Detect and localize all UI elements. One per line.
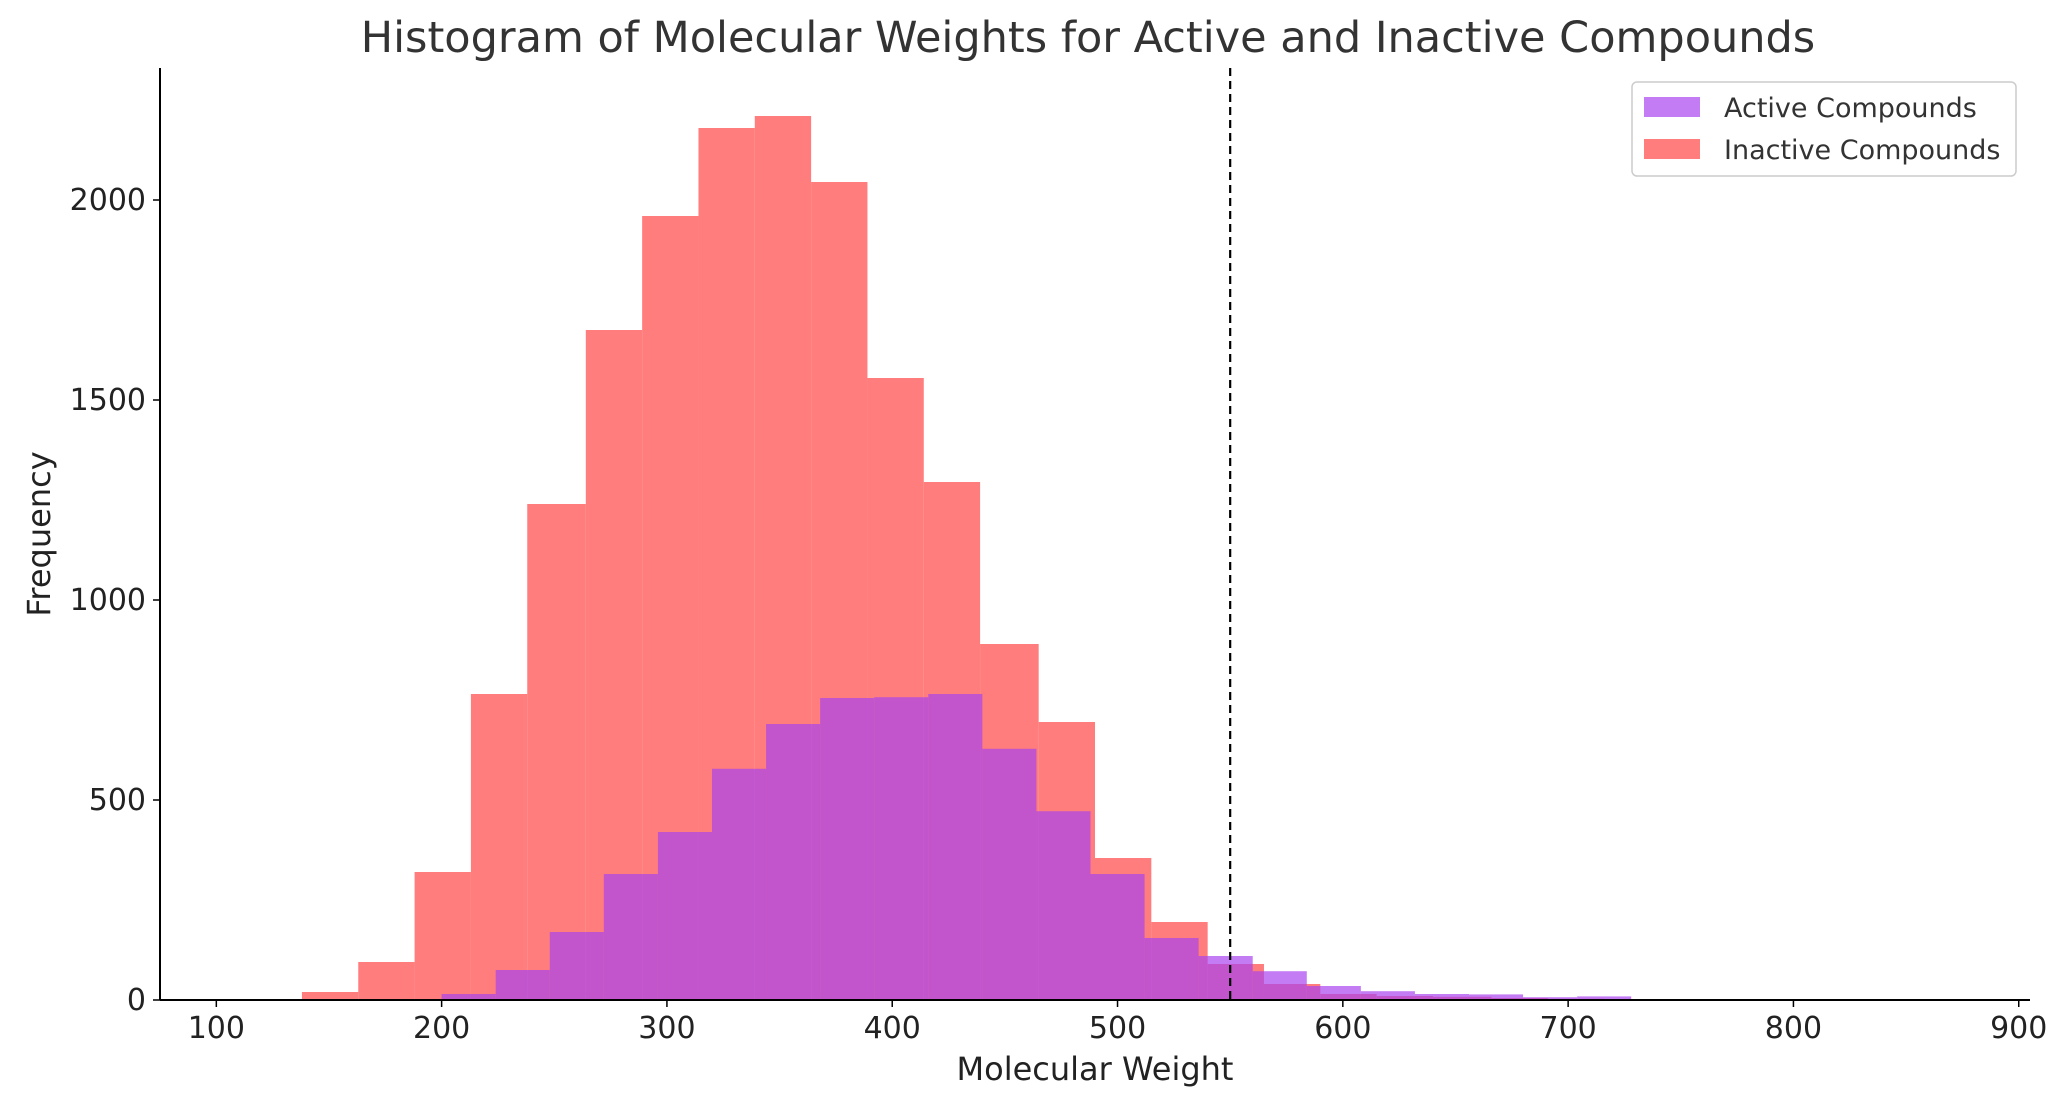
x-tick-label: 400 [864,1011,921,1046]
legend-swatch [1644,97,1700,117]
x-axis-ticks: 100 200 300 400 500 600 700 800 900 [188,1000,2047,1046]
histogram-bar [470,694,528,1000]
histogram-bar [301,992,359,1000]
histogram-bar [1360,991,1415,1000]
histogram-bar [1090,874,1145,1000]
x-tick-label: 500 [1089,1011,1146,1046]
histogram-bar [495,970,550,1000]
histogram-bar [1523,997,1578,1000]
histogram-bar [441,994,496,1000]
histogram-bar [820,698,875,1000]
histogram-bar [414,872,471,1000]
y-tick-label: 2000 [70,183,146,218]
x-tick-label: 800 [1765,1011,1822,1046]
histogram-bar [1306,986,1361,1000]
x-tick-label: 900 [1990,1011,2047,1046]
histogram-bar [874,697,929,1000]
x-tick-label: 300 [638,1011,695,1046]
histogram-bar [928,694,983,1000]
y-tick-label: 0 [127,983,146,1018]
histogram-bar [603,874,658,1000]
histogram-bar [358,962,415,1000]
chart-title: Histogram of Molecular Weights for Activ… [361,13,1815,63]
legend-swatch [1644,139,1700,159]
x-tick-label: 600 [1314,1011,1371,1046]
legend-frame [1631,81,2017,177]
histogram-bar [766,724,821,1000]
y-axis-title: Frequency [20,451,58,616]
legend: Active Compounds Inactive Compounds [1631,81,2017,177]
y-tick-label: 500 [89,783,146,818]
histogram-bar [657,832,712,1000]
histogram-bar [711,768,767,1000]
x-axis-title: Molecular Weight [957,1050,1234,1088]
x-tick-label: 200 [413,1011,470,1046]
series-1 [441,694,1632,1000]
x-tick-label: 700 [1539,1011,1596,1046]
histogram-bar [1414,994,1469,1000]
histogram-bar [527,504,586,1000]
x-tick-label: 100 [188,1011,245,1046]
histogram-bar [1252,971,1307,1000]
y-tick-label: 1500 [70,383,146,418]
bars-layer [301,116,1632,1000]
histogram-bar [982,748,1037,1000]
histogram-bar [1036,811,1091,1000]
legend-label: Inactive Compounds [1724,135,2001,166]
histogram-bar [1198,956,1253,1000]
histogram-bar [549,932,604,1000]
y-tick-label: 1000 [70,583,146,618]
y-axis-ticks: 0 500 1000 1500 2000 [70,183,160,1018]
histogram-bar [1144,938,1199,1000]
histogram-bar [1577,996,1632,1000]
legend-label: Active Compounds [1724,93,1977,124]
histogram-bar [1469,994,1524,1000]
